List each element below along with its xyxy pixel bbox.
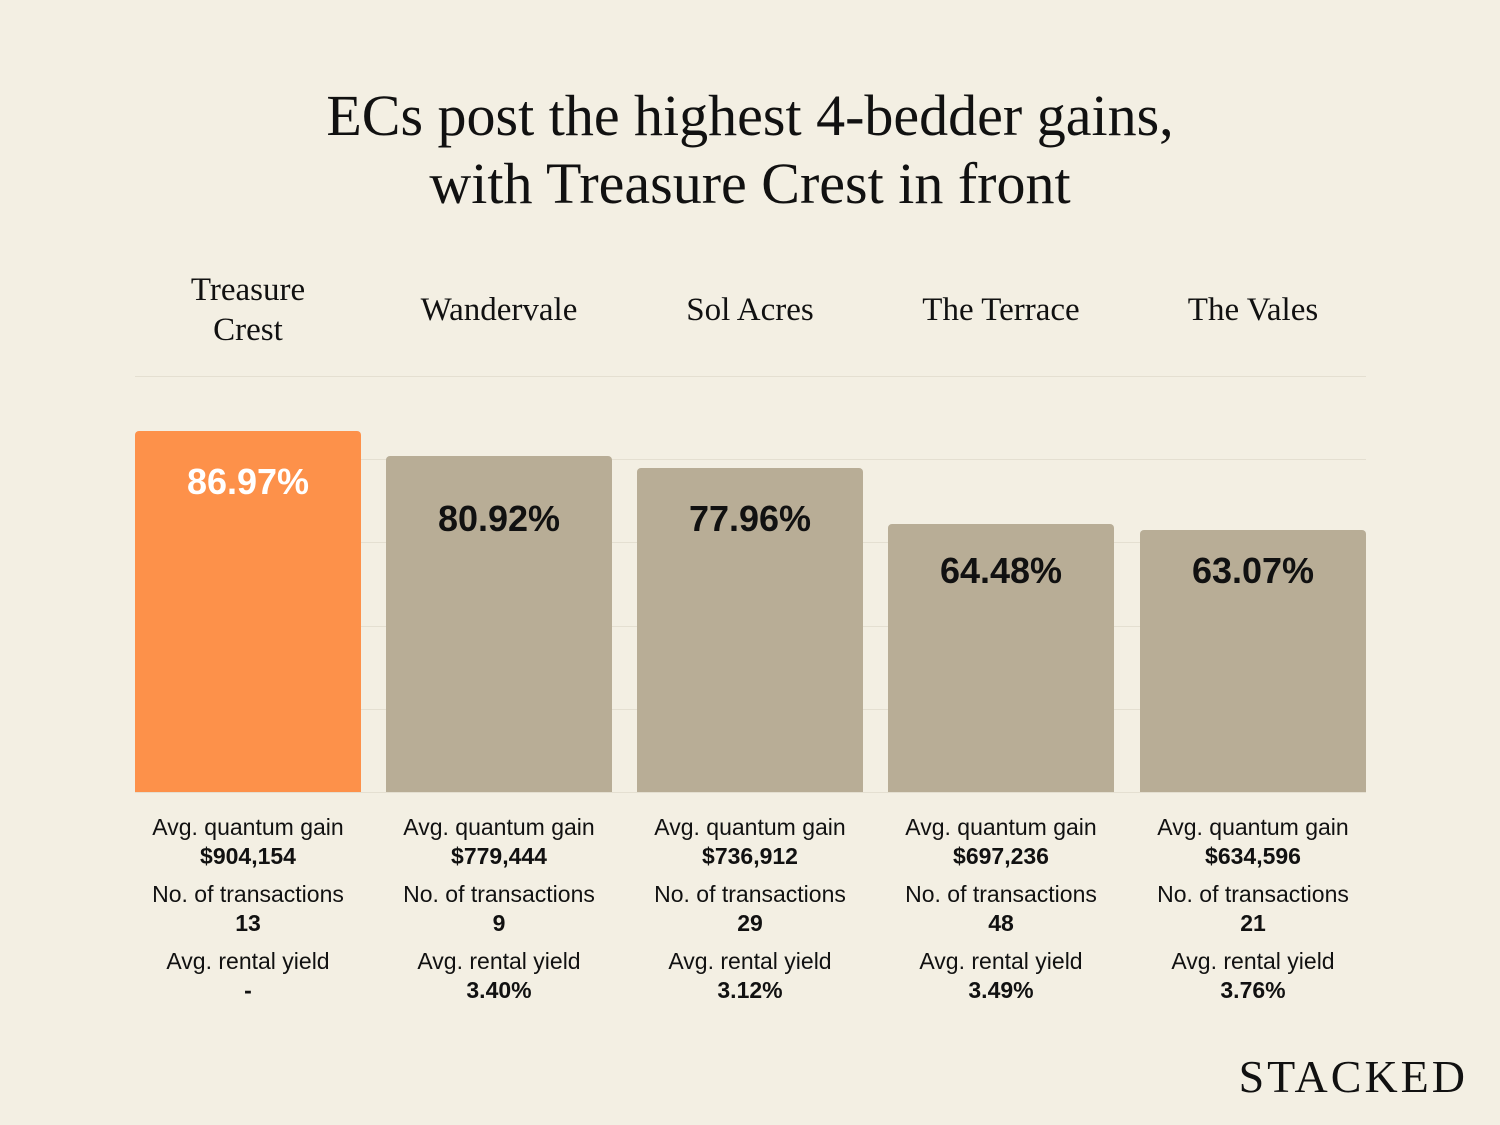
transactions-label: No. of transactions xyxy=(905,881,1097,907)
quantum-gain-value: $697,236 xyxy=(953,843,1049,869)
transactions-value: 21 xyxy=(1240,910,1266,936)
rental-yield-label: Avg. rental yield xyxy=(919,948,1083,974)
bar-value-label: 63.07% xyxy=(1191,550,1315,591)
baseline xyxy=(135,792,1366,793)
rental-yield-value: 3.49% xyxy=(968,977,1034,1003)
bar-value-label: 77.96% xyxy=(688,498,812,539)
gridline xyxy=(135,376,1366,377)
rental-yield-value: 3.76% xyxy=(1220,977,1286,1003)
category-label-wandervale: Wandervale xyxy=(420,292,578,328)
stats-sol-acres: Avg. quantum gain $736,912 No. of transa… xyxy=(637,813,863,1014)
rental-yield-value: - xyxy=(244,977,252,1003)
bar-value-label: 64.48% xyxy=(939,550,1063,591)
stats-the-vales: Avg. quantum gain $634,596 No. of transa… xyxy=(1140,813,1366,1014)
bar-value-label: 80.92% xyxy=(437,498,561,539)
quantum-gain-value: $904,154 xyxy=(200,843,296,869)
quantum-gain-label: Avg. quantum gain xyxy=(654,814,846,840)
quantum-gain-label: Avg. quantum gain xyxy=(905,814,1097,840)
bar-the-vales: 63.07% xyxy=(1140,530,1366,792)
chart-title-line-2: with Treasure Crest in front xyxy=(429,151,1071,216)
transactions-value: 29 xyxy=(737,910,763,936)
brand-logo: STACKED xyxy=(1238,1051,1468,1102)
rental-yield-value: 3.40% xyxy=(466,977,532,1003)
rental-yield-label: Avg. rental yield xyxy=(417,948,581,974)
bar-chart: Treasure Crest Wandervale Sol Acres The … xyxy=(135,260,1366,1020)
chart-title: ECs post the highest 4-bedder gains, wit… xyxy=(0,82,1500,218)
quantum-gain-value: $779,444 xyxy=(451,843,547,869)
category-label-the-terrace: The Terrace xyxy=(922,292,1080,328)
chart-title-line-1: ECs post the highest 4-bedder gains, xyxy=(326,83,1174,148)
rental-yield-label: Avg. rental yield xyxy=(668,948,832,974)
bar-wandervale: 80.92% xyxy=(386,456,612,792)
transactions-label: No. of transactions xyxy=(403,881,595,907)
quantum-gain-value: $634,596 xyxy=(1205,843,1301,869)
rental-yield-label: Avg. rental yield xyxy=(166,948,330,974)
quantum-gain-label: Avg. quantum gain xyxy=(1157,814,1349,840)
gridline xyxy=(135,459,1366,460)
stats-wandervale: Avg. quantum gain $779,444 No. of transa… xyxy=(386,813,612,1014)
bar-value-label: 86.97% xyxy=(186,461,310,502)
transactions-label: No. of transactions xyxy=(152,881,344,907)
category-label-treasure-crest: Treasure Crest xyxy=(190,272,306,348)
transactions-value: 13 xyxy=(235,910,261,936)
transactions-value: 48 xyxy=(988,910,1014,936)
stats-the-terrace: Avg. quantum gain $697,236 No. of transa… xyxy=(888,813,1114,1014)
bar-sol-acres: 77.96% xyxy=(637,468,863,792)
stats-treasure-crest: Avg. quantum gain $904,154 No. of transa… xyxy=(135,813,361,1014)
bar-the-terrace: 64.48% xyxy=(888,524,1114,792)
category-label-sol-acres: Sol Acres xyxy=(686,292,814,328)
quantum-gain-label: Avg. quantum gain xyxy=(403,814,595,840)
transactions-label: No. of transactions xyxy=(1157,881,1349,907)
rental-yield-label: Avg. rental yield xyxy=(1171,948,1335,974)
transactions-value: 9 xyxy=(492,910,506,936)
transactions-label: No. of transactions xyxy=(654,881,846,907)
quantum-gain-value: $736,912 xyxy=(702,843,798,869)
category-label-the-vales: The Vales xyxy=(1187,292,1319,328)
rental-yield-value: 3.12% xyxy=(717,977,783,1003)
bar-treasure-crest: 86.97% xyxy=(135,431,361,792)
quantum-gain-label: Avg. quantum gain xyxy=(152,814,344,840)
